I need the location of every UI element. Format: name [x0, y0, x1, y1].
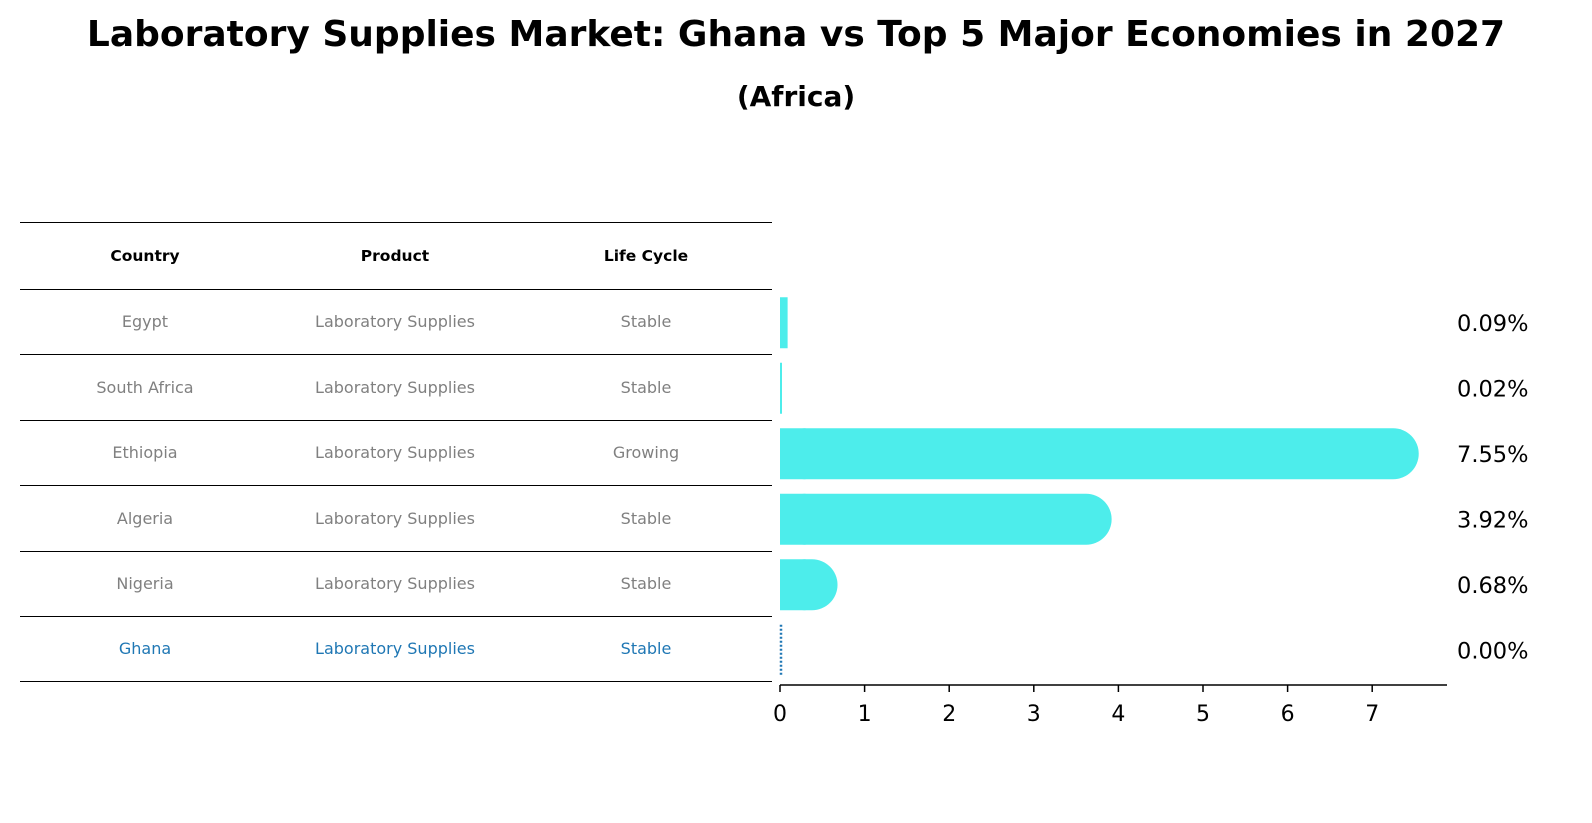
value-label-nigeria: 0.68%: [1457, 573, 1528, 599]
country-cell: Nigeria: [116, 574, 174, 594]
product-cell: Laboratory Supplies: [315, 312, 475, 332]
header-product: Product: [360, 246, 430, 265]
bar-ethiopia: [780, 428, 1419, 480]
x-tick-label: 1: [858, 702, 872, 727]
x-tick-label: 6: [1281, 702, 1295, 727]
product-cell: Laboratory Supplies: [315, 574, 475, 594]
life-cycle-cell: Stable: [620, 377, 672, 397]
product-cell: Laboratory Supplies: [315, 508, 475, 528]
x-tick-label: 3: [1027, 702, 1041, 727]
table-row: South Africa Laboratory Supplies Stable: [20, 354, 772, 420]
x-tick-label: 4: [1111, 702, 1125, 727]
bar-south-africa: [780, 362, 782, 414]
value-label-egypt: 0.09%: [1457, 311, 1528, 337]
x-tick-label: 0: [773, 702, 787, 727]
life-cycle-cell: Stable: [620, 508, 672, 528]
life-cycle-cell: Stable: [620, 574, 672, 594]
table-row: Ethiopia Laboratory Supplies Growing: [20, 419, 772, 486]
product-cell: Laboratory Supplies: [315, 639, 475, 659]
bar-algeria: [780, 493, 1112, 545]
table-row: Nigeria Laboratory Supplies Stable: [20, 550, 772, 617]
chart-title: Laboratory Supplies Market: Ghana vs Top…: [86, 14, 1506, 55]
value-label-algeria: 3.92%: [1457, 507, 1528, 533]
product-cell: Laboratory Supplies: [315, 443, 475, 463]
table-row: Egypt Laboratory Supplies Stable: [20, 288, 772, 355]
header-country: Country: [110, 246, 180, 265]
header-life-cycle: Life Cycle: [603, 246, 689, 265]
x-tick-label: 5: [1196, 702, 1210, 727]
life-cycle-cell: Stable: [620, 312, 672, 332]
table-header-row: Country Product Life Cycle: [20, 222, 772, 289]
life-cycle-cell: Stable: [620, 639, 672, 659]
life-cycle-cell: Growing: [612, 443, 680, 463]
bar-egypt: [780, 297, 788, 349]
chart-subtitle: (Africa): [736, 80, 856, 113]
bar-left-fill-algeria: [780, 493, 806, 545]
x-tick-label: 7: [1365, 702, 1379, 727]
table-row: Algeria Laboratory Supplies Stable: [20, 485, 772, 551]
value-label-south-africa: 0.02%: [1457, 376, 1528, 402]
country-cell: Algeria: [116, 508, 174, 528]
x-tick-label: 2: [942, 702, 956, 727]
country-cell: Ghana: [118, 639, 172, 659]
value-label-ethiopia: 7.55%: [1457, 442, 1528, 468]
value-label-ghana: 0.00%: [1457, 638, 1528, 664]
bar-left-fill-ethiopia: [780, 428, 806, 480]
table-row-highlight: Ghana Laboratory Supplies Stable: [20, 616, 772, 682]
country-cell: Ethiopia: [112, 443, 178, 463]
bar-left-fill-nigeria: [780, 559, 806, 611]
product-cell: Laboratory Supplies: [315, 377, 475, 397]
country-cell: Egypt: [121, 312, 169, 332]
data-table: Country Product Life Cycle Egypt Laborat…: [20, 222, 772, 682]
country-cell: South Africa: [96, 377, 194, 397]
